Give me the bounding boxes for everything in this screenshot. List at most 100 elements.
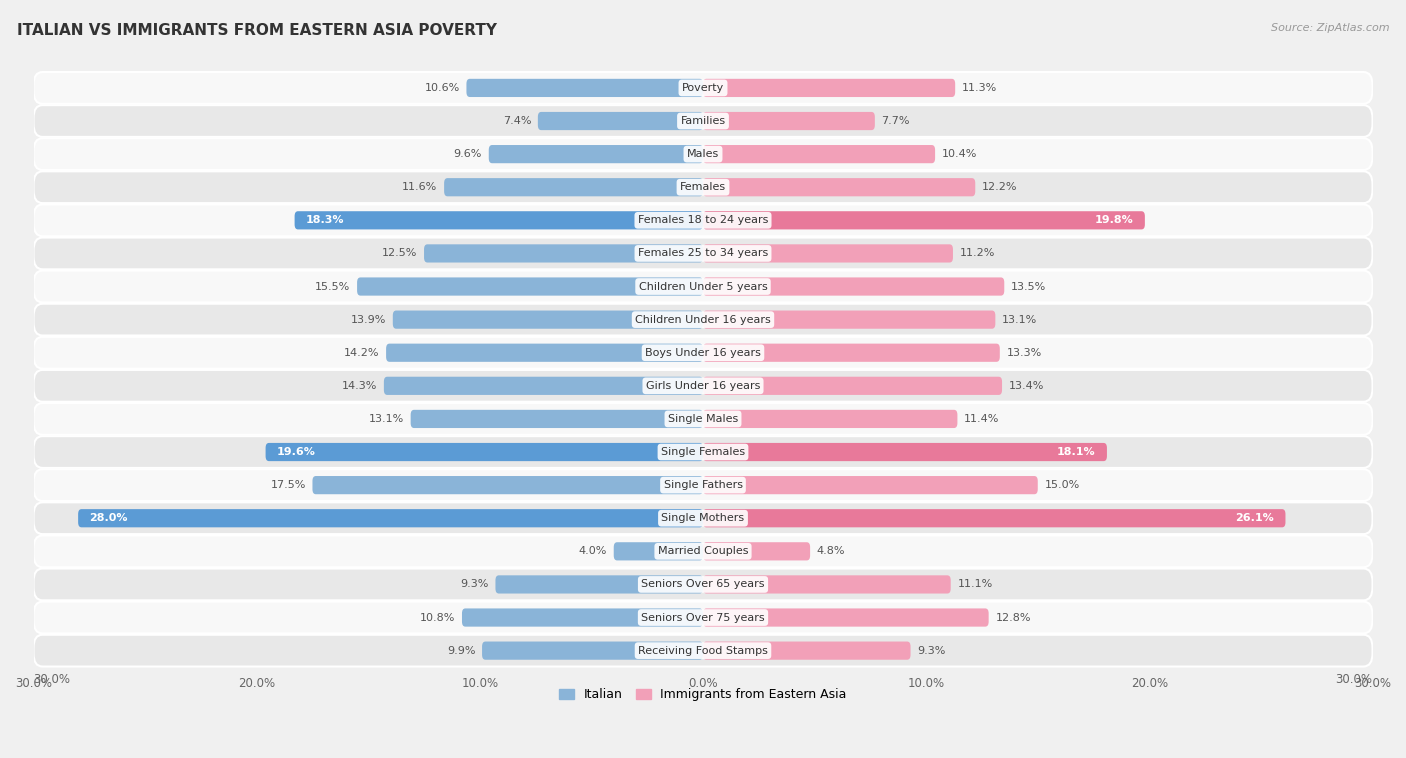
FancyBboxPatch shape: [703, 311, 995, 329]
FancyBboxPatch shape: [444, 178, 703, 196]
Text: Girls Under 16 years: Girls Under 16 years: [645, 381, 761, 391]
FancyBboxPatch shape: [703, 509, 1285, 528]
Text: 11.4%: 11.4%: [965, 414, 1000, 424]
FancyBboxPatch shape: [614, 542, 703, 560]
FancyBboxPatch shape: [34, 171, 1372, 203]
FancyBboxPatch shape: [34, 138, 1372, 170]
Text: 14.3%: 14.3%: [342, 381, 377, 391]
Text: Poverty: Poverty: [682, 83, 724, 93]
Text: 11.3%: 11.3%: [962, 83, 997, 93]
FancyBboxPatch shape: [703, 575, 950, 594]
Text: 7.4%: 7.4%: [503, 116, 531, 126]
Text: Females 18 to 24 years: Females 18 to 24 years: [638, 215, 768, 225]
FancyBboxPatch shape: [34, 304, 1372, 336]
Text: 11.1%: 11.1%: [957, 579, 993, 590]
Text: 9.9%: 9.9%: [447, 646, 475, 656]
FancyBboxPatch shape: [34, 337, 1372, 368]
FancyBboxPatch shape: [387, 343, 703, 362]
Text: 12.2%: 12.2%: [981, 182, 1018, 193]
FancyBboxPatch shape: [703, 277, 1004, 296]
Text: Boys Under 16 years: Boys Under 16 years: [645, 348, 761, 358]
FancyBboxPatch shape: [384, 377, 703, 395]
FancyBboxPatch shape: [357, 277, 703, 296]
Text: 18.3%: 18.3%: [305, 215, 344, 225]
FancyBboxPatch shape: [703, 476, 1038, 494]
FancyBboxPatch shape: [467, 79, 703, 97]
Text: 10.4%: 10.4%: [942, 149, 977, 159]
FancyBboxPatch shape: [34, 403, 1372, 435]
FancyBboxPatch shape: [538, 112, 703, 130]
FancyBboxPatch shape: [703, 609, 988, 627]
Text: 28.0%: 28.0%: [90, 513, 128, 523]
Text: 19.8%: 19.8%: [1095, 215, 1133, 225]
Text: 11.6%: 11.6%: [402, 182, 437, 193]
FancyBboxPatch shape: [703, 79, 955, 97]
Text: 17.5%: 17.5%: [270, 480, 305, 490]
Text: Source: ZipAtlas.com: Source: ZipAtlas.com: [1271, 23, 1389, 33]
Text: Females 25 to 34 years: Females 25 to 34 years: [638, 249, 768, 258]
Text: 19.6%: 19.6%: [277, 447, 315, 457]
FancyBboxPatch shape: [703, 244, 953, 262]
FancyBboxPatch shape: [34, 634, 1372, 666]
Text: 11.2%: 11.2%: [960, 249, 995, 258]
Text: 15.5%: 15.5%: [315, 281, 350, 292]
Text: 13.1%: 13.1%: [1002, 315, 1038, 324]
Text: 13.4%: 13.4%: [1008, 381, 1045, 391]
FancyBboxPatch shape: [425, 244, 703, 262]
Text: 7.7%: 7.7%: [882, 116, 910, 126]
FancyBboxPatch shape: [703, 410, 957, 428]
Text: 13.3%: 13.3%: [1007, 348, 1042, 358]
FancyBboxPatch shape: [703, 641, 911, 659]
FancyBboxPatch shape: [703, 211, 1144, 230]
Text: 9.6%: 9.6%: [454, 149, 482, 159]
FancyBboxPatch shape: [34, 271, 1372, 302]
Text: 9.3%: 9.3%: [917, 646, 946, 656]
FancyBboxPatch shape: [34, 237, 1372, 269]
FancyBboxPatch shape: [703, 343, 1000, 362]
Text: Seniors Over 65 years: Seniors Over 65 years: [641, 579, 765, 590]
Text: 13.1%: 13.1%: [368, 414, 404, 424]
Text: 12.5%: 12.5%: [382, 249, 418, 258]
FancyBboxPatch shape: [392, 311, 703, 329]
FancyBboxPatch shape: [703, 377, 1002, 395]
FancyBboxPatch shape: [34, 72, 1372, 104]
FancyBboxPatch shape: [34, 568, 1372, 600]
FancyBboxPatch shape: [703, 542, 810, 560]
FancyBboxPatch shape: [703, 112, 875, 130]
FancyBboxPatch shape: [703, 145, 935, 163]
Legend: Italian, Immigrants from Eastern Asia: Italian, Immigrants from Eastern Asia: [554, 684, 852, 706]
Text: Females: Females: [681, 182, 725, 193]
Text: Seniors Over 75 years: Seniors Over 75 years: [641, 612, 765, 622]
Text: 4.0%: 4.0%: [579, 547, 607, 556]
Text: Single Males: Single Males: [668, 414, 738, 424]
FancyBboxPatch shape: [34, 105, 1372, 137]
Text: 13.5%: 13.5%: [1011, 281, 1046, 292]
FancyBboxPatch shape: [703, 443, 1107, 461]
Text: 15.0%: 15.0%: [1045, 480, 1080, 490]
Text: Families: Families: [681, 116, 725, 126]
FancyBboxPatch shape: [34, 436, 1372, 468]
FancyBboxPatch shape: [411, 410, 703, 428]
Text: 30.0%: 30.0%: [1336, 673, 1372, 686]
FancyBboxPatch shape: [79, 509, 703, 528]
FancyBboxPatch shape: [266, 443, 703, 461]
FancyBboxPatch shape: [34, 535, 1372, 567]
FancyBboxPatch shape: [482, 641, 703, 659]
FancyBboxPatch shape: [703, 178, 976, 196]
Text: Single Fathers: Single Fathers: [664, 480, 742, 490]
Text: 14.2%: 14.2%: [344, 348, 380, 358]
FancyBboxPatch shape: [34, 370, 1372, 402]
Text: 13.9%: 13.9%: [350, 315, 387, 324]
Text: Single Mothers: Single Mothers: [661, 513, 745, 523]
Text: 10.8%: 10.8%: [420, 612, 456, 622]
Text: 30.0%: 30.0%: [34, 673, 70, 686]
FancyBboxPatch shape: [34, 469, 1372, 501]
FancyBboxPatch shape: [34, 602, 1372, 634]
Text: Receiving Food Stamps: Receiving Food Stamps: [638, 646, 768, 656]
Text: 26.1%: 26.1%: [1236, 513, 1274, 523]
Text: 12.8%: 12.8%: [995, 612, 1031, 622]
FancyBboxPatch shape: [312, 476, 703, 494]
Text: Married Couples: Married Couples: [658, 547, 748, 556]
Text: 4.8%: 4.8%: [817, 547, 845, 556]
FancyBboxPatch shape: [34, 503, 1372, 534]
